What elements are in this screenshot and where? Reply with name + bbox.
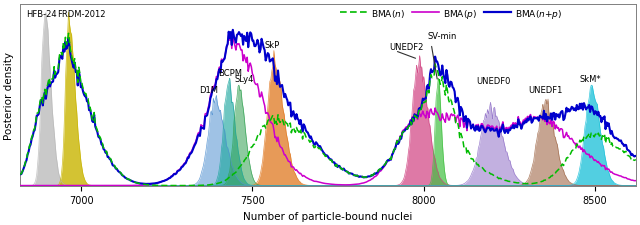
Text: UNEDF1: UNEDF1	[528, 86, 563, 94]
Text: UNEDF0: UNEDF0	[477, 77, 511, 86]
Text: HFB-24: HFB-24	[27, 10, 57, 19]
Text: SLy4: SLy4	[234, 75, 253, 84]
Text: FRDM-2012: FRDM-2012	[58, 10, 106, 19]
Y-axis label: Posterior density: Posterior density	[4, 52, 14, 139]
Legend: BMA($n$), BMA($p$), BMA($n$+$p$): BMA($n$), BMA($p$), BMA($n$+$p$)	[337, 4, 566, 24]
Text: UNEDF2: UNEDF2	[389, 42, 424, 51]
Text: SkP: SkP	[264, 41, 280, 50]
Text: SV-min: SV-min	[427, 32, 456, 41]
Text: BCPM: BCPM	[218, 68, 243, 77]
Text: SkM*: SkM*	[579, 75, 601, 84]
X-axis label: Number of particle-bound nuclei: Number of particle-bound nuclei	[243, 211, 412, 221]
Text: D1M: D1M	[200, 86, 218, 94]
